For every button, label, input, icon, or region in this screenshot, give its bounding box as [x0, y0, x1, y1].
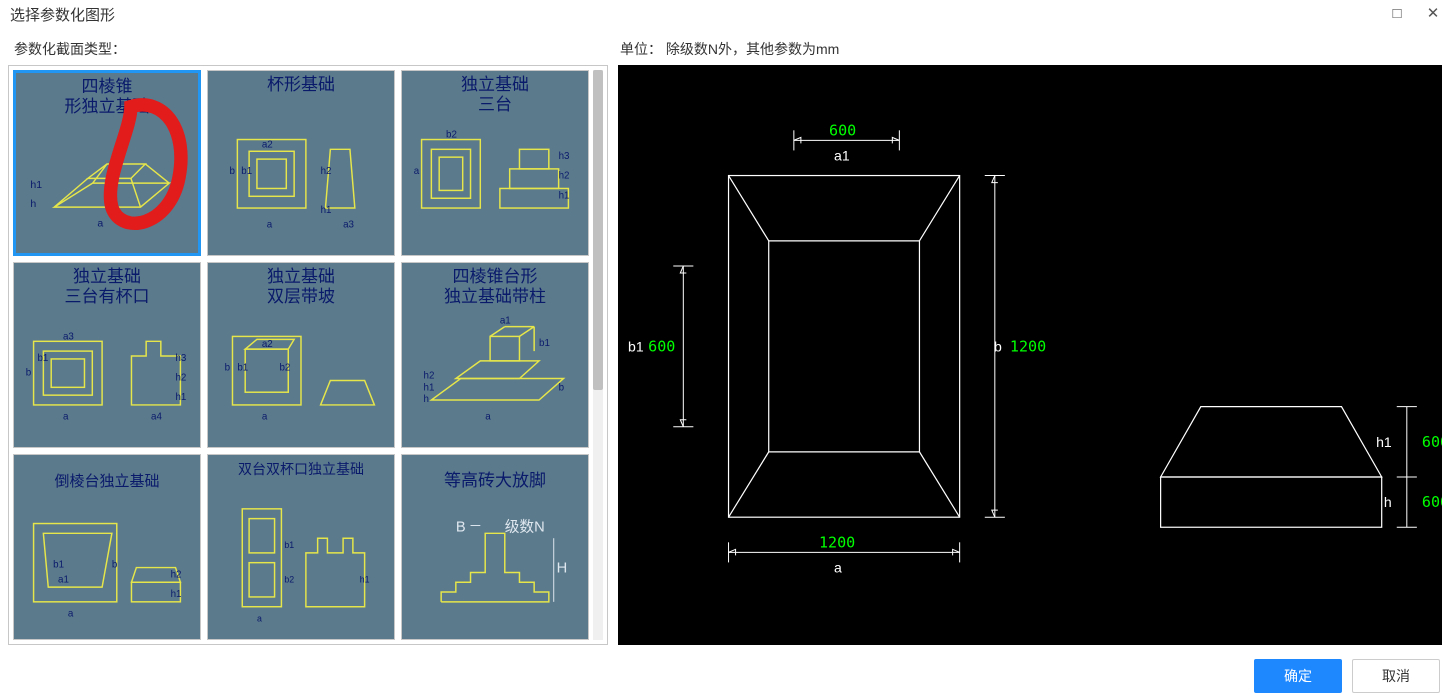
svg-text:b1: b1 — [37, 353, 48, 364]
svg-text:b1: b1 — [539, 338, 550, 349]
dim-h1-value: 600 — [1422, 433, 1442, 451]
svg-text:a2: a2 — [262, 139, 273, 150]
close-icon[interactable]: ✕ — [1424, 4, 1442, 22]
svg-text:H: H — [557, 560, 568, 576]
svg-text:b2: b2 — [446, 130, 457, 141]
svg-text:b2: b2 — [284, 574, 294, 584]
thumb-pyramid-foundation[interactable]: 四棱锥形独立基础 h1h a — [13, 70, 201, 256]
svg-text:b1: b1 — [284, 540, 294, 550]
svg-text:h1: h1 — [30, 179, 42, 191]
svg-text:a1: a1 — [58, 574, 69, 585]
thumb-cup-foundation[interactable]: 杯形基础 bb1 a2a h1h2 a3 — [207, 70, 395, 256]
window-controls: □ ✕ — [1388, 4, 1442, 22]
gallery-scrollbar[interactable] — [593, 70, 603, 640]
svg-text:b: b — [230, 166, 236, 177]
svg-text:a: a — [414, 166, 420, 177]
svg-text:a1: a1 — [500, 316, 511, 327]
dim-h-value: 600 — [1422, 493, 1442, 511]
svg-text:h2: h2 — [424, 371, 435, 382]
svg-text:a: a — [267, 220, 273, 231]
scrollbar-thumb[interactable] — [593, 70, 603, 390]
svg-text:a: a — [262, 412, 268, 423]
section-type-label: 参数化截面类型： — [14, 39, 126, 59]
svg-text:a: a — [97, 217, 103, 229]
unit-label: 单位： 除级数N外，其他参数为mm — [620, 39, 839, 59]
svg-text:b: b — [225, 363, 231, 374]
svg-text:b2: b2 — [279, 363, 290, 374]
svg-text:h1: h1 — [424, 382, 435, 393]
dim-b-value: 1200 — [1010, 337, 1046, 355]
svg-text:b: b — [559, 382, 565, 393]
svg-text:级数N: 级数N — [505, 518, 545, 535]
svg-text:a4: a4 — [151, 412, 162, 423]
svg-text:b1: b1 — [237, 363, 248, 374]
dim-a1-value: 600 — [829, 121, 856, 139]
svg-text:B: B — [456, 519, 466, 535]
maximize-icon[interactable]: □ — [1388, 4, 1406, 22]
thumb-brick-step[interactable]: 等高砖大放脚 B 级数N H — [401, 454, 589, 640]
svg-text:a: a — [485, 412, 491, 423]
svg-text:h2: h2 — [321, 166, 332, 177]
svg-text:h1: h1 — [360, 574, 370, 584]
thumb-double-slope[interactable]: 独立基础双层带坡 bb1 a2b2 a — [207, 262, 395, 448]
dim-h-label: h — [1384, 494, 1392, 510]
svg-text:h1: h1 — [559, 190, 570, 201]
dim-b1-value: 600 — [648, 337, 675, 355]
svg-text:a2: a2 — [262, 339, 273, 350]
svg-text:h: h — [424, 394, 429, 405]
thumb-inverted-frustum[interactable]: 倒棱台独立基础 a1b1 ba h2h1 — [13, 454, 201, 640]
svg-text:b: b — [112, 560, 118, 571]
dim-a1-label: a1 — [834, 147, 850, 163]
svg-text:a: a — [63, 412, 69, 423]
thumbnail-gallery: 四棱锥形独立基础 h1h a — [8, 65, 608, 645]
svg-text:h3: h3 — [559, 151, 570, 162]
svg-text:a: a — [68, 609, 74, 620]
ok-button[interactable]: 确定 — [1254, 659, 1342, 693]
window-title: 选择参数化图形 — [10, 4, 115, 25]
thumb-double-cup[interactable]: 双台双杯口独立基础 b1b2 ah1 — [207, 454, 395, 640]
svg-text:h1: h1 — [171, 589, 182, 600]
svg-text:h1: h1 — [176, 392, 187, 403]
dim-b-label: b — [994, 338, 1002, 354]
svg-text:a3: a3 — [63, 331, 74, 342]
dim-b1-label: b1 — [628, 338, 644, 354]
cancel-button[interactable]: 取消 — [1352, 659, 1440, 693]
svg-text:a3: a3 — [343, 220, 354, 231]
svg-text:b1: b1 — [241, 166, 252, 177]
svg-text:a: a — [257, 613, 262, 623]
preview-canvas: 600 1200 1200 600 600 600 a1 a b b1 h1 h — [618, 65, 1442, 645]
dim-a-label: a — [834, 559, 842, 575]
thumb-pyramid-with-column[interactable]: 四棱锥台形独立基础带柱 a1b1 h2h1h ab — [401, 262, 589, 448]
svg-text:b: b — [26, 368, 32, 379]
svg-text:h: h — [30, 198, 36, 210]
svg-text:h2: h2 — [176, 372, 187, 383]
thumb-three-step-cup[interactable]: 独立基础三台有杯口 a3b b1a a4h3 h2h1 — [13, 262, 201, 448]
dim-h1-label: h1 — [1376, 434, 1392, 450]
svg-text:b1: b1 — [53, 560, 64, 571]
thumb-three-step[interactable]: 独立基础三台 ab2 h3h2h1 — [401, 70, 589, 256]
svg-text:h2: h2 — [171, 569, 182, 580]
svg-text:h2: h2 — [559, 171, 570, 182]
svg-text:h1: h1 — [321, 205, 332, 216]
dim-a-value: 1200 — [819, 533, 855, 551]
svg-text:h3: h3 — [176, 353, 187, 364]
